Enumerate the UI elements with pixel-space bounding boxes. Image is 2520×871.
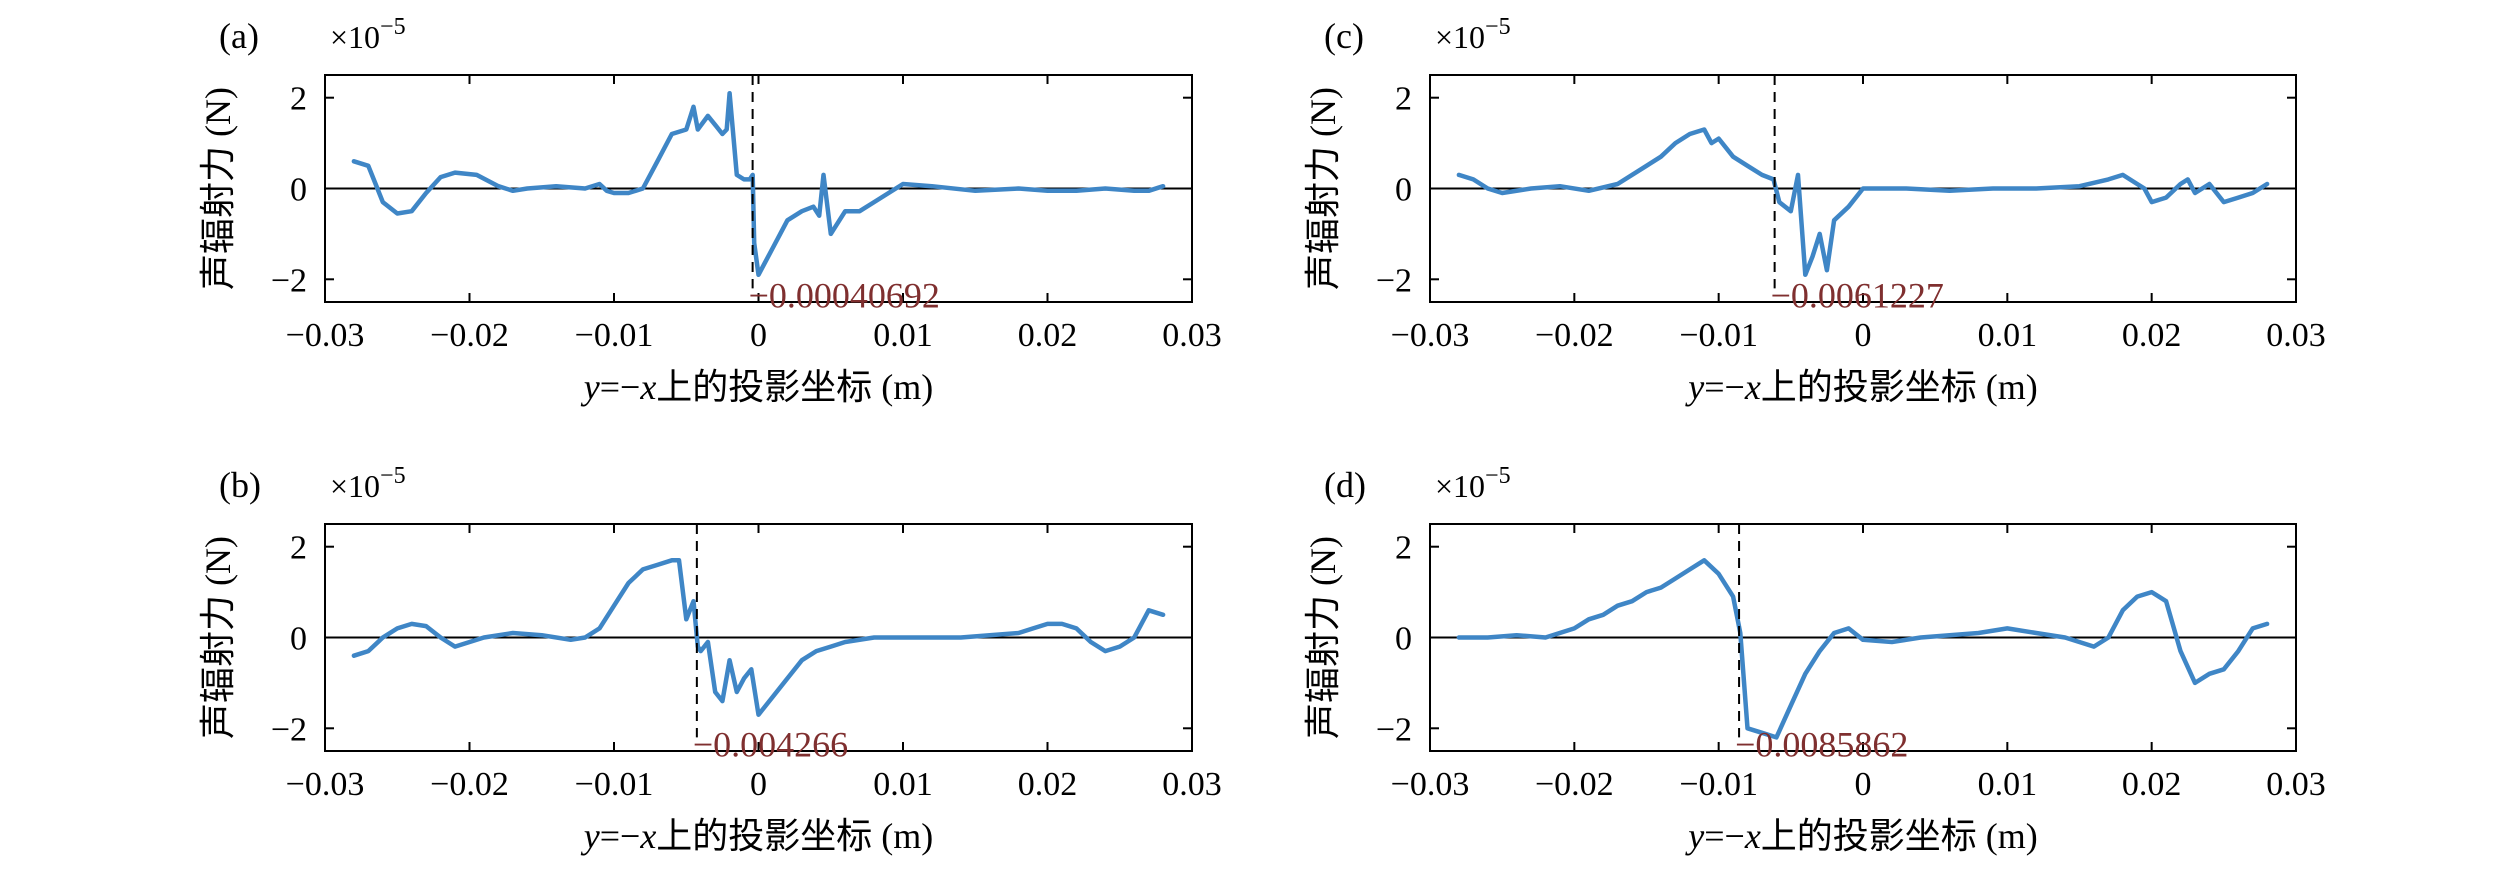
marker-annotation: −0.004266 (693, 725, 848, 765)
x-tick-label: −0.02 (1535, 317, 1614, 354)
series-line-0 (351, 90, 1166, 278)
x-tick-label: 0.03 (2266, 766, 2326, 803)
x-axis-label: y=−x上的投影坐标 (m) (581, 816, 934, 856)
x-tick-label: 0.02 (1018, 766, 1078, 803)
x-axis-label-part: x (1744, 816, 1761, 856)
chart-panel-3: −0.03 −0.02 −0.01 0 0.01 0.02 0.03 −2 0 2 −0.00858… (1303, 463, 2326, 856)
y-tick-label: 0 (1395, 172, 1412, 209)
x-axis-label-part: =− (600, 367, 641, 407)
x-axis-label: y=−x上的投影坐标 (m) (1685, 816, 2038, 856)
exponent-power: −5 (1485, 463, 1511, 489)
x-tick-label: −0.01 (575, 317, 654, 354)
y-tick-label: −2 (271, 711, 307, 748)
x-tick-label: 0.02 (2122, 317, 2182, 354)
x-tick-label: −0.01 (575, 766, 654, 803)
x-axis-label-part: x (639, 816, 656, 856)
x-axis-label-part: =− (1704, 816, 1745, 856)
x-axis-label: y=−x上的投影坐标 (m) (1685, 367, 2038, 407)
panel-label: (a) (219, 16, 259, 56)
x-axis-label-part: y (581, 367, 600, 407)
y-tick-label: 2 (290, 81, 307, 118)
y-axis-label: 声辐射力 (N) (198, 87, 238, 290)
y-tick-label: 2 (1395, 530, 1412, 567)
y-axis-label: 声辐射力 (N) (198, 536, 238, 739)
x-tick-label: 0.01 (873, 766, 933, 803)
x-tick-label: 0.01 (1978, 317, 2038, 354)
x-tick-label: 0.01 (873, 317, 933, 354)
series-line-0 (351, 558, 1166, 717)
x-tick-label: 0.02 (1018, 317, 1078, 354)
exponent-base: ×10 (330, 468, 380, 504)
y-axis-label: 声辐射力 (N) (1303, 536, 1343, 739)
marker-annotation: −0.00040692 (749, 276, 940, 316)
y-tick-label: −2 (1376, 262, 1412, 299)
chart-panel-1: −0.03 −0.02 −0.01 0 0.01 0.02 0.03 −2 0 2 −0.00426… (198, 463, 1222, 856)
x-tick-label: 0 (1855, 766, 1872, 803)
x-axis-label: y=−x上的投影坐标 (m) (581, 367, 934, 407)
exponent-base: ×10 (1435, 468, 1485, 504)
exponent-base: ×10 (330, 19, 380, 55)
x-tick-label: 0.03 (1162, 766, 1222, 803)
y-scale-exponent: ×10−5 (330, 14, 406, 55)
exponent-power: −5 (380, 14, 406, 40)
y-tick-label: 2 (290, 530, 307, 567)
x-tick-label: −0.02 (430, 766, 509, 803)
marker-annotation: −0.0085862 (1735, 725, 1908, 765)
y-scale-exponent: ×10−5 (1435, 463, 1511, 504)
y-scale-exponent: ×10−5 (1435, 14, 1511, 55)
x-tick-label: 0.02 (2122, 766, 2182, 803)
x-tick-label: 0.01 (1978, 766, 2038, 803)
exponent-power: −5 (380, 463, 406, 489)
x-tick-label: 0.03 (1162, 317, 1222, 354)
chart-panel-2: −0.03 −0.02 −0.01 0 0.01 0.02 0.03 −2 0 2 −0.00612… (1303, 14, 2326, 407)
panel-label: (b) (219, 465, 261, 505)
x-tick-label: 0.03 (2266, 317, 2326, 354)
x-tick-label: −0.01 (1679, 766, 1758, 803)
exponent-power: −5 (1485, 14, 1511, 40)
panel-label: (d) (1324, 465, 1366, 505)
x-tick-label: −0.01 (1679, 317, 1758, 354)
x-axis-label-part: 上的投影坐标 (m) (1761, 367, 2038, 407)
x-axis-label-part: y (1685, 367, 1704, 407)
marker-annotation: −0.0061227 (1771, 276, 1944, 316)
y-tick-label: 0 (290, 172, 307, 209)
x-tick-label: −0.03 (286, 317, 365, 354)
x-axis-label-part: x (639, 367, 656, 407)
x-axis-label-part: x (1744, 367, 1761, 407)
y-axis-label: 声辐射力 (N) (1303, 87, 1343, 290)
panel-label: (c) (1324, 16, 1364, 56)
x-tick-label: −0.02 (1535, 766, 1614, 803)
x-tick-label: −0.03 (1391, 317, 1470, 354)
x-axis-label-part: 上的投影坐标 (m) (656, 816, 933, 856)
x-tick-label: 0 (1855, 317, 1872, 354)
x-tick-label: −0.03 (1391, 766, 1470, 803)
x-tick-label: −0.02 (430, 317, 509, 354)
series-line-0 (1456, 558, 2270, 740)
exponent-base: ×10 (1435, 19, 1485, 55)
y-scale-exponent: ×10−5 (330, 463, 406, 504)
chart-panel-0: −0.03 −0.02 −0.01 0 0.01 0.02 0.03 −2 0 2 −0.00040… (198, 14, 1222, 407)
y-tick-label: 2 (1395, 81, 1412, 118)
x-axis-label-part: =− (600, 816, 641, 856)
y-tick-label: −2 (1376, 711, 1412, 748)
x-axis-label-part: =− (1704, 367, 1745, 407)
series-line-0 (1456, 127, 2270, 278)
x-tick-label: −0.03 (286, 766, 365, 803)
x-tick-label: 0 (750, 766, 767, 803)
x-tick-label: 0 (750, 317, 767, 354)
x-axis-label-part: y (1685, 816, 1704, 856)
y-tick-label: −2 (271, 262, 307, 299)
y-tick-label: 0 (1395, 621, 1412, 658)
x-axis-label-part: y (581, 816, 600, 856)
x-axis-label-part: 上的投影坐标 (m) (656, 367, 933, 407)
y-tick-label: 0 (290, 621, 307, 658)
x-axis-label-part: 上的投影坐标 (m) (1761, 816, 2038, 856)
